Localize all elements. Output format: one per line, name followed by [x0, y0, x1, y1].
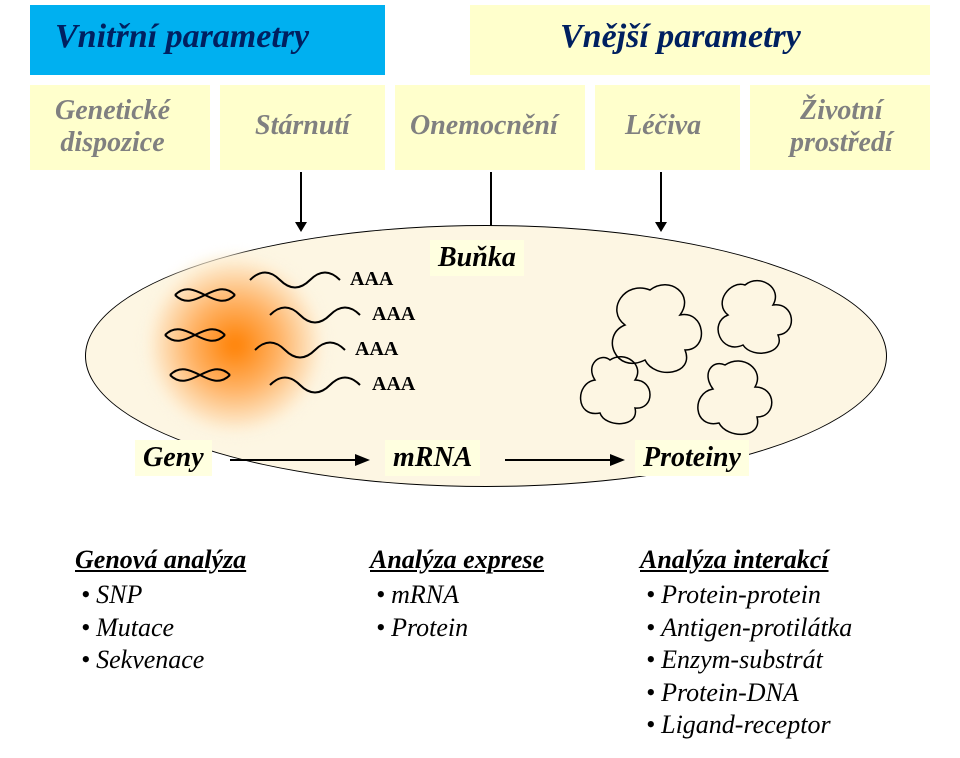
flow-mrna: mRNA [385, 440, 480, 476]
svg-text:AAA: AAA [372, 373, 416, 395]
interaction-analysis-title: Analýza interakcí [640, 545, 852, 575]
list-item: Protein-DNA [646, 677, 852, 710]
label-leciva: Léčiva [625, 110, 701, 142]
title-external: Vnější parametry [560, 18, 801, 56]
expression-analysis-title: Analýza exprese [370, 545, 544, 575]
list-item: mRNA [376, 579, 544, 612]
protein-sketch [570, 270, 840, 440]
label-onemocneni: Onemocnění [410, 110, 558, 142]
label-starnuti: Stárnutí [255, 110, 350, 142]
list-item: SNP [81, 579, 246, 612]
arrow-starnuti-down [300, 172, 302, 222]
svg-text:AAA: AAA [355, 338, 399, 360]
section-expression-analysis: Analýza exprese mRNA Protein [370, 545, 544, 644]
list-item: Protein [376, 612, 544, 645]
list-item: Antigen-protilátka [646, 612, 852, 645]
svg-text:AAA: AAA [350, 268, 394, 290]
list-item: Sekvenace [81, 644, 246, 677]
list-item: Mutace [81, 612, 246, 645]
label-prostredi: Životníprostředí [790, 95, 893, 159]
title-internal: Vnitřní parametry [55, 18, 309, 56]
list-item: Ligand-receptor [646, 709, 852, 742]
arrow-leciva-down [660, 172, 662, 222]
interaction-analysis-list: Protein-protein Antigen-protilátka Enzym… [646, 579, 852, 742]
flow-geny: Geny [135, 440, 212, 476]
flow-proteiny: Proteiny [635, 440, 749, 476]
svg-text:AAA: AAA [372, 303, 416, 325]
arrow-onemocneni-down [490, 172, 492, 227]
section-gene-analysis: Genová analýza SNP Mutace Sekvenace [75, 545, 246, 677]
list-item: Protein-protein [646, 579, 852, 612]
arrow-mrna-proteiny [500, 450, 630, 470]
expression-analysis-list: mRNA Protein [376, 579, 544, 644]
section-interaction-analysis: Analýza interakcí Protein-protein Antige… [640, 545, 852, 742]
gene-analysis-title: Genová analýza [75, 545, 246, 575]
gene-analysis-list: SNP Mutace Sekvenace [81, 579, 246, 677]
arrow-geny-mrna [225, 450, 375, 470]
list-item: Enzym-substrát [646, 644, 852, 677]
dna-mrna-sketch: AAA AAA AAA AAA [150, 255, 470, 435]
label-geneticke: Genetickédispozice [55, 95, 170, 159]
